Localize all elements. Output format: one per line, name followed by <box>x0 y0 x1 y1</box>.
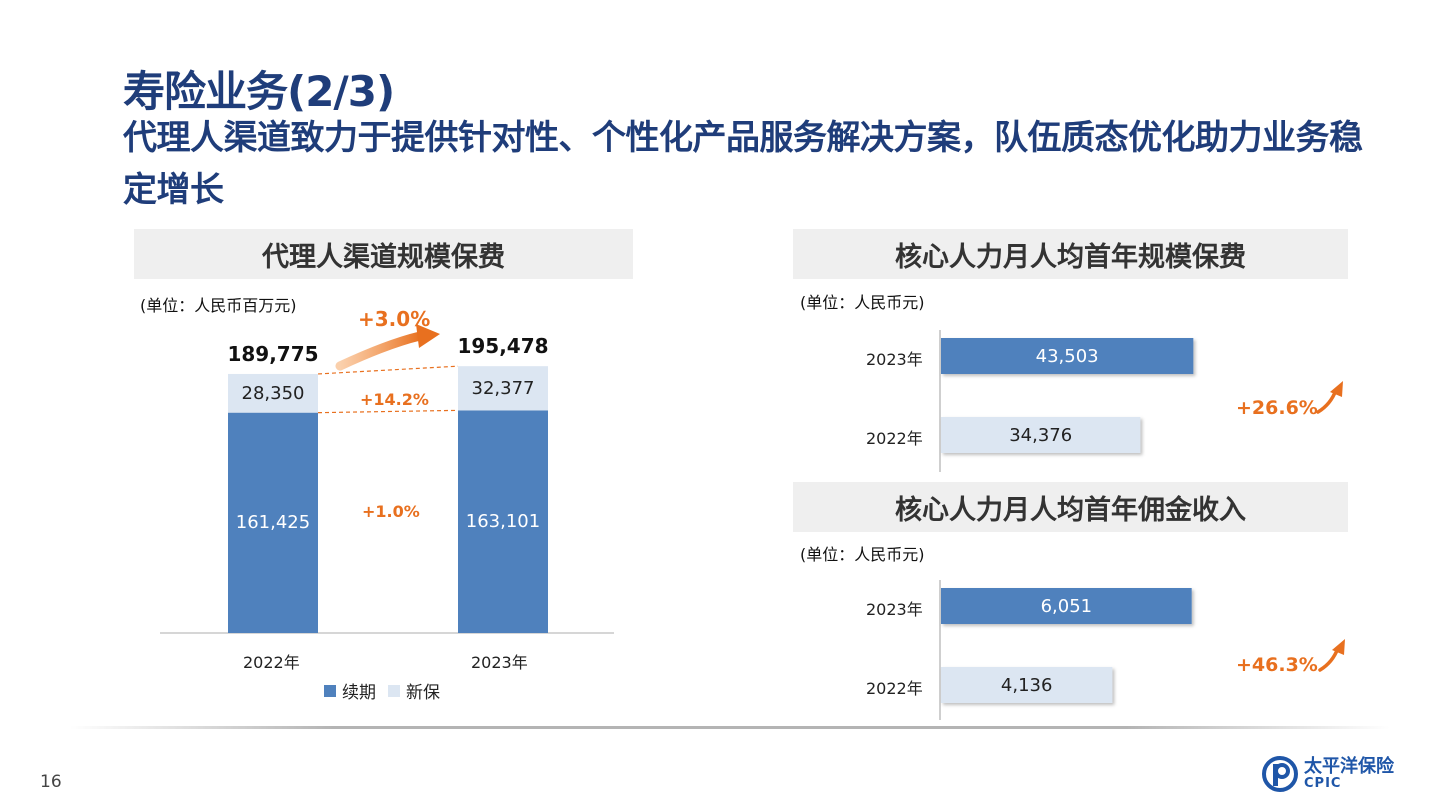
chart-title-agent-premium: 代理人渠道规模保费 <box>134 229 633 279</box>
y-tick-commission-2023: 2023年 <box>866 600 923 619</box>
growth-renewal: +1.0% <box>362 502 420 521</box>
growth-new: +14.2% <box>360 390 429 409</box>
growth-total: +3.0% <box>358 307 431 331</box>
legend-label-renewal: 续期 <box>342 683 376 703</box>
chart-unit-premium-per-agent: (单位：人民币元) <box>800 293 925 312</box>
connector-top <box>317 365 459 375</box>
hbar-value-premium-2023: 43,503 <box>1035 345 1099 367</box>
connector-mid <box>317 409 459 414</box>
value-label-new-2022: 28,350 <box>241 382 305 404</box>
hbar-value-commission-2022: 4,136 <box>1000 674 1053 696</box>
y-tick-premium-2022: 2022年 <box>866 429 923 448</box>
value-label-renewal-2022: 161,425 <box>235 512 311 534</box>
chart-unit-agent-premium: (单位：人民币百万元) <box>140 296 297 315</box>
footer-divider <box>70 726 1390 729</box>
legend-label-new: 新保 <box>406 683 440 703</box>
legend-swatch-new <box>388 684 400 697</box>
page-number: 16 <box>40 772 62 792</box>
page-subtitle: 代理人渠道致力于提供针对性、个性化产品服务解决方案，队伍质态优化助力业务稳定增长 <box>123 118 1363 210</box>
bar-new-2023 <box>458 366 548 411</box>
growth-commission-per-agent: +46.3% <box>1236 654 1318 676</box>
chart-title-commission-per-agent: 核心人力月人均首年佣金收入 <box>793 482 1348 532</box>
x-tick-2023: 2023年 <box>471 653 528 672</box>
logo-text-cn: 太平洋保险 <box>1304 756 1394 777</box>
legend-swatch-renewal <box>324 684 336 697</box>
cpic-logo-icon <box>1262 756 1298 792</box>
page-title: 寿险业务(2/3) <box>123 67 395 116</box>
y-tick-premium-2023: 2023年 <box>866 350 923 369</box>
bar-renewal-2023 <box>458 410 548 633</box>
growth-arrow-icon <box>335 331 425 371</box>
chart-title-premium-per-agent: 核心人力月人均首年规模保费 <box>793 229 1348 279</box>
total-label-2022: 189,775 <box>227 341 319 366</box>
logo-text-en: CPIC <box>1304 776 1342 791</box>
chart-unit-commission-per-agent: (单位：人民币元) <box>800 545 925 564</box>
value-label-renewal-2023: 163,101 <box>465 511 541 533</box>
growth-premium-per-agent: +26.6% <box>1236 397 1318 419</box>
hbar-value-commission-2023: 6,051 <box>1040 595 1093 617</box>
x-tick-2022: 2022年 <box>243 653 300 672</box>
bar-renewal-2022 <box>228 412 318 633</box>
bar-new-2022 <box>228 373 318 413</box>
y-tick-commission-2022: 2022年 <box>866 679 923 698</box>
total-label-2023: 195,478 <box>457 334 549 359</box>
growth-arrow-head-icon <box>416 324 440 348</box>
company-logo: 太平洋保险 CPIC <box>1262 756 1394 792</box>
value-label-new-2023: 32,377 <box>471 377 535 399</box>
legend: 续期 新保 <box>324 678 440 703</box>
hbar-value-premium-2022: 34,376 <box>1009 424 1073 446</box>
